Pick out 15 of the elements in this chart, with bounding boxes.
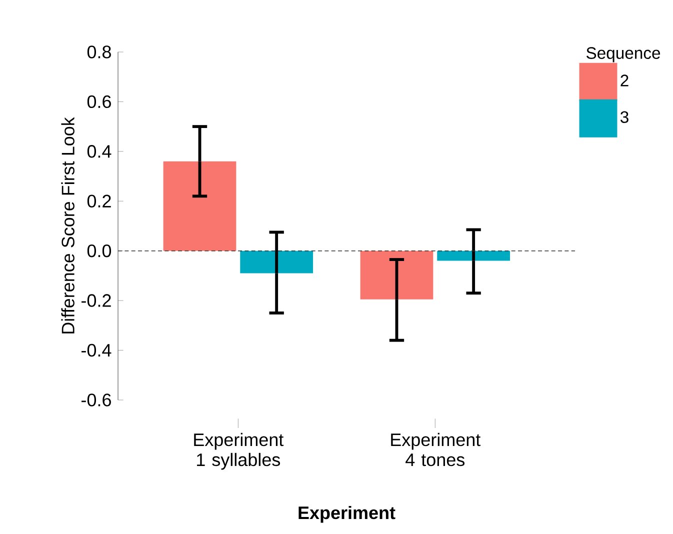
legend-label: 2	[620, 74, 628, 86]
x-tick-label: Experiment 4 tones	[391, 432, 481, 466]
x-axis-title: Experiment	[298, 506, 396, 523]
x-tick-label: Experiment 1 syllables	[194, 432, 284, 470]
y-tick-label: 0.4	[87, 145, 112, 158]
y-tick-label: -0.2	[82, 294, 111, 307]
y-tick-label: 0.0	[87, 244, 112, 258]
legend-title: Sequence	[586, 47, 660, 62]
legend-label: 3	[620, 111, 628, 124]
y-tick-label: 0.8	[87, 46, 111, 58]
y-axis-title: Difference Score First Look	[61, 117, 74, 334]
y-tick-label: 0.6	[87, 95, 111, 108]
y-tick-label: -0.4	[82, 344, 112, 357]
y-tick-label: 0.2	[87, 194, 111, 208]
y-tick-label: -0.6	[82, 394, 111, 406]
